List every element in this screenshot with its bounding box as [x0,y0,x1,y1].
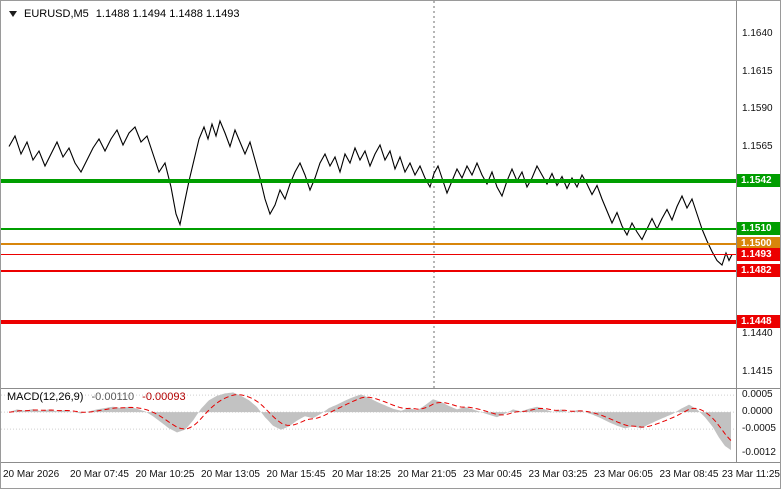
price-level-badge: 1.1482 [737,264,780,277]
price-chart-svg [1,1,736,388]
time-axis-separator [1,462,780,463]
macd-tick-label: 0.0005 [742,389,773,401]
time-axis[interactable]: 20 Mar 2026 20 Mar 07:45 20 Mar 10:25 20 Ma… [1,463,780,488]
price-level-badge: 1.1510 [737,222,780,235]
chart-symbol-icon [9,11,17,17]
price-level-badge: 1.1493 [737,247,780,261]
macd-histogram [9,392,731,451]
macd-signal-value: -0.00093 [142,391,186,403]
time-axis-label: 20 Mar 07:45 [70,469,129,480]
time-axis-label: 20 Mar 21:05 [397,469,457,480]
price-level-badge: 1.1500 [737,237,780,250]
time-axis-label: 23 Mar 11:25 [721,469,780,480]
price-level-badge: 1.1448 [737,315,780,328]
chart-title: EURUSD,M5 1.1488 1.1494 1.1488 1.1493 [9,8,240,20]
ohlc-values: 1.1488 1.1494 1.1488 1.1493 [95,8,240,20]
price-tick-label: 1.1615 [742,65,773,77]
time-axis-label: 20 Mar 15:45 [266,469,326,480]
price-tick-label: 1.1565 [742,140,773,152]
time-axis-label: 20 Mar 13:05 [201,469,260,480]
symbol-timeframe-label: EURUSD,M5 [24,8,89,20]
price-axis[interactable]: 1.1640 1.1615 1.1590 1.1565 1.1440 1.1415 1.15… [736,1,780,462]
macd-label: MACD(12,26,9) [7,391,84,403]
price-chart-plot[interactable]: EURUSD,M5 1.1488 1.1494 1.1488 1.1493 [1,1,736,388]
price-tick-label: 1.1415 [742,365,773,377]
macd-tick-label: -0.0005 [742,423,776,435]
time-axis-label: 20 Mar 10:25 [135,469,195,480]
price-tick-label: 1.1590 [742,103,773,114]
price-tick-label: 1.1440 [742,328,773,339]
time-axis-label: 23 Mar 00:45 [463,469,522,480]
macd-indicator-title: MACD(12,26,9) -0.00110 -0.00093 [7,391,191,403]
time-axis-label: 23 Mar 06:05 [594,469,653,480]
macd-svg [1,392,736,451]
macd-signal-line [8,394,732,441]
time-axis-label: 20 Mar 18:25 [332,469,391,480]
time-axis-label: 23 Mar 08:45 [659,469,719,480]
macd-tick-label: 0.0000 [742,406,773,418]
price-line [8,119,733,266]
time-axis-label: 23 Mar 03:25 [528,469,588,480]
macd-tick-label: -0.0012 [742,446,776,458]
macd-main-value: -0.00110 [91,391,135,403]
price-level-badge: 1.1542 [737,174,780,187]
price-tick-label: 1.1640 [742,28,773,39]
macd-panel[interactable]: MACD(12,26,9) -0.00110 -0.00093 [1,388,736,462]
panel-separator[interactable] [1,388,780,389]
time-axis-label: 20 Mar 2026 [3,469,60,480]
